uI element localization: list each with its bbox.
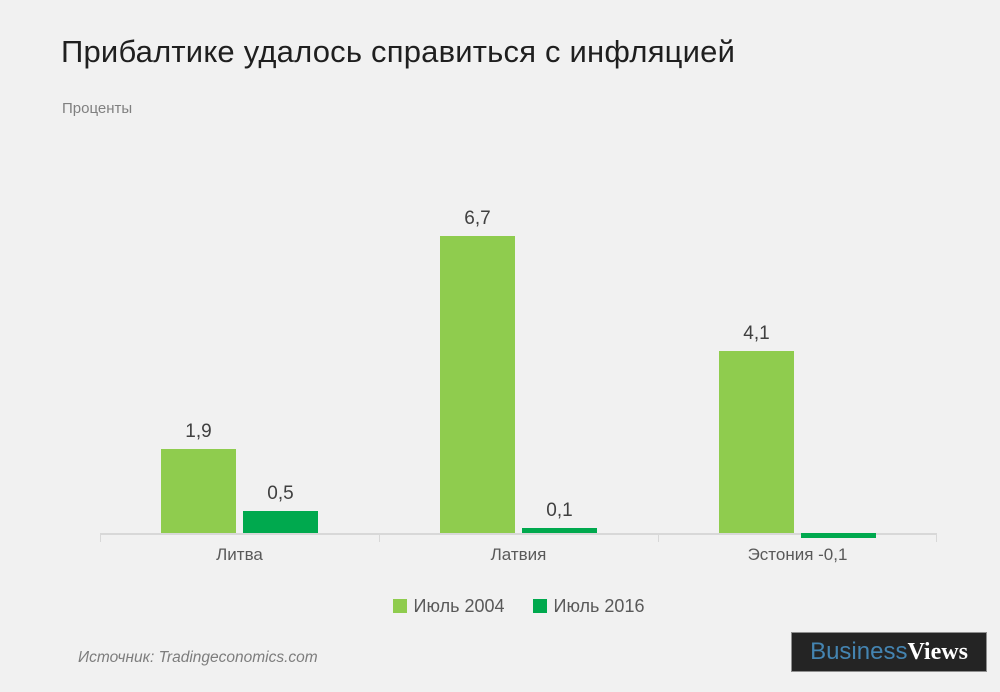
value-label-Литва-Июль 2016: 0,5 — [267, 483, 294, 504]
legend-swatch-icon — [532, 599, 547, 613]
x-axis-tick — [100, 533, 101, 542]
chart-legend: Июль 2004 Июль 2016 — [100, 595, 937, 617]
legend-label: Июль 2004 — [413, 595, 505, 616]
logo-text-business: Business — [810, 638, 908, 665]
bar-Эстония-Июль 2016 — [801, 533, 876, 538]
legend-label: Июль 2016 — [553, 595, 645, 616]
chart-title: Прибалтике удалось справиться с инфляцие… — [61, 34, 736, 69]
category-label-Эстония: Эстония -0,1 — [747, 545, 848, 564]
legend-item-Июль 2004: Июль 2004 — [392, 595, 505, 617]
bar-Литва-Июль 2016 — [243, 511, 318, 533]
value-label-Литва-Июль 2004: 1,9 — [185, 421, 212, 442]
x-axis-tick — [936, 533, 937, 542]
value-label-Латвия-Июль 2016: 0,1 — [546, 500, 573, 521]
businessviews-logo: Business Views — [791, 632, 987, 672]
x-axis-tick — [379, 533, 380, 542]
value-label-Латвия-Июль 2004: 6,7 — [464, 208, 491, 229]
bar-Латвия-Июль 2004 — [440, 236, 515, 533]
legend-swatch-icon — [392, 599, 407, 613]
category-label-Литва: Литва — [216, 545, 263, 564]
bar-chart-plot-area: 1,9 0,5 Литва 6,7 0,1 Латвия 4,1 Эстония -0,1 — [100, 160, 937, 570]
category-label-Латвия: Латвия — [490, 545, 547, 564]
legend-item-Июль 2016: Июль 2016 — [532, 595, 645, 617]
x-axis-line — [100, 533, 937, 535]
source-attribution: Источник: Tradingeconomics.com — [78, 649, 318, 666]
logo-text-views: Views — [907, 638, 968, 665]
value-label-Эстония-Июль 2004: 4,1 — [743, 323, 770, 344]
bar-Литва-Июль 2004 — [161, 449, 236, 533]
bar-Латвия-Июль 2016 — [522, 528, 597, 533]
chart-subtitle-units: Проценты — [62, 100, 133, 117]
bar-Эстония-Июль 2004 — [719, 351, 794, 533]
x-axis-tick — [658, 533, 659, 542]
